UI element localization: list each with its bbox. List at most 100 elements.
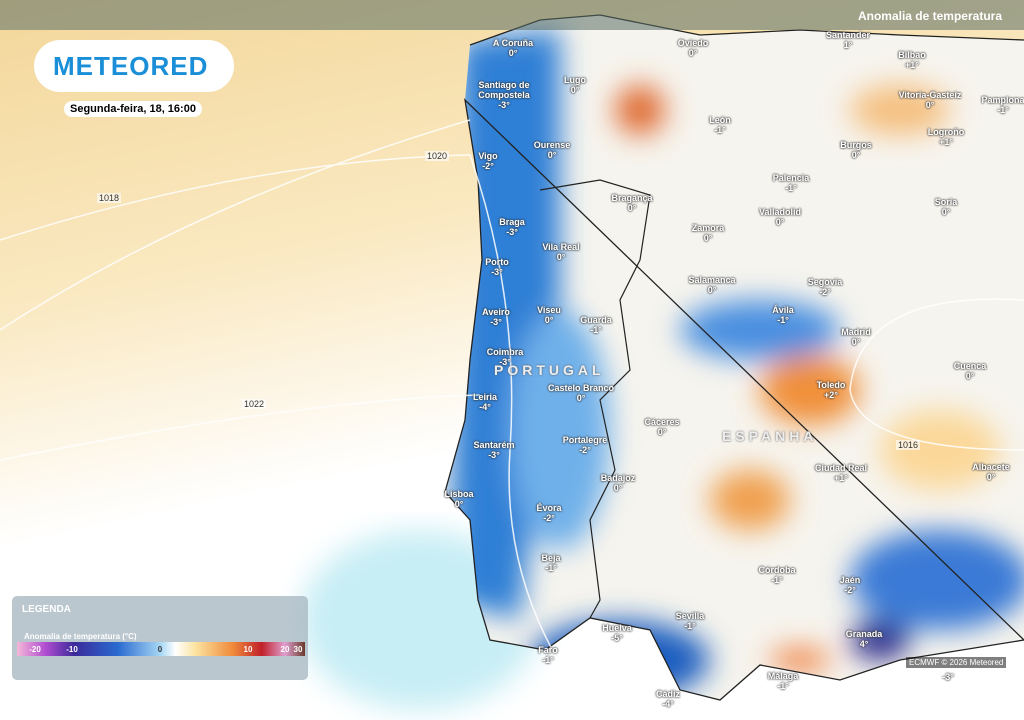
city-name[interactable]: Valladolid xyxy=(758,207,802,217)
city-value: 0° xyxy=(703,233,713,243)
city-name[interactable]: Albacete xyxy=(972,462,1010,472)
city-value: -1° xyxy=(777,315,789,325)
city-label: León -1° xyxy=(709,115,731,135)
city-value: +1° xyxy=(939,137,953,147)
city-name[interactable]: Ávila xyxy=(772,305,794,315)
city-name[interactable]: Aveiro xyxy=(482,307,510,317)
city-name[interactable]: Ourense xyxy=(533,140,571,150)
legend-tick: -20 xyxy=(29,645,41,654)
city-name[interactable]: Coimbra xyxy=(486,347,524,357)
city-name[interactable]: Cuenca xyxy=(953,361,987,371)
city-label: Salamanca 0° xyxy=(688,275,735,295)
isobars xyxy=(0,119,1024,720)
city-value: -1° xyxy=(785,183,797,193)
city-label: Porto -3° xyxy=(485,257,509,277)
city-name[interactable]: Guarda xyxy=(580,315,612,325)
city-name[interactable]: A Coruña xyxy=(492,38,534,48)
city-name[interactable]: Huelva xyxy=(602,623,632,633)
city-value: -1° xyxy=(542,655,554,665)
city-value: -1° xyxy=(997,105,1009,115)
city-name[interactable]: Palencia xyxy=(772,173,810,183)
city-name[interactable]: Jaén xyxy=(839,575,861,585)
city-label: Albacete 0° xyxy=(972,462,1010,482)
city-name[interactable]: Porto xyxy=(485,257,509,267)
city-name[interactable]: Vila Real xyxy=(542,242,580,252)
city-name[interactable]: Pamplona xyxy=(981,95,1024,105)
city-name[interactable]: Logroño xyxy=(927,127,965,137)
city-label: -3° xyxy=(942,672,954,682)
city-label: Málaga -1° xyxy=(768,671,799,691)
city-label: Sevilla -1° xyxy=(676,611,705,631)
city-name[interactable]: Burgos xyxy=(840,140,872,150)
city-name[interactable]: Badajoz xyxy=(600,473,636,483)
city-name[interactable]: Málaga xyxy=(767,671,799,681)
city-value: +1° xyxy=(834,473,848,483)
city-name[interactable]: Bilbao xyxy=(898,50,926,60)
city-value: 0° xyxy=(657,427,667,437)
city-name[interactable]: Madrid xyxy=(841,327,871,337)
city-name[interactable]: Cáceres xyxy=(644,417,680,427)
country-label: ESPANHA xyxy=(722,428,818,444)
border xyxy=(539,179,651,619)
city-name[interactable]: Lugo xyxy=(564,75,586,85)
city-value: -1° xyxy=(777,681,789,691)
city-name[interactable]: Salamanca xyxy=(688,275,736,285)
city-name[interactable]: Viseu xyxy=(537,305,561,315)
city-label: Ávila -1° xyxy=(772,305,794,325)
city-value: -1° xyxy=(714,125,726,135)
legend-tick: -10 xyxy=(66,645,78,654)
city-name[interactable]: Faro xyxy=(538,645,558,655)
city-name[interactable]: Zamora xyxy=(691,223,725,233)
city-label: Viseu 0° xyxy=(537,305,561,325)
city-name[interactable]: Soria xyxy=(934,197,958,207)
city-name[interactable]: Ciudad Real xyxy=(814,463,868,473)
city-name[interactable]: Cádiz xyxy=(655,689,681,699)
city-value: 0° xyxy=(547,150,557,160)
city-name[interactable]: Oviedo xyxy=(677,38,709,48)
city-name[interactable]: Leiria xyxy=(472,392,498,402)
city-value: 0° xyxy=(965,371,975,381)
city-name[interactable]: Vigo xyxy=(478,151,498,161)
city-label: Cádiz -4° xyxy=(656,689,680,709)
city-name[interactable]: Bragança xyxy=(611,193,653,203)
city-name[interactable]: Braga xyxy=(499,217,525,227)
city-name[interactable]: Córdoba xyxy=(758,565,796,575)
city-name[interactable]: León xyxy=(709,115,731,125)
city-value: -3° xyxy=(490,317,502,327)
city-label: Portalegre -2° xyxy=(563,435,608,455)
city-name[interactable]: Santarém xyxy=(473,440,515,450)
city-name[interactable]: Beja xyxy=(541,553,561,563)
logo[interactable]: METEORED xyxy=(53,51,209,81)
city-name[interactable]: Santiago de Compostela xyxy=(478,80,530,100)
city-label: Bilbao +1° xyxy=(898,50,926,70)
city-label: Granada 4° xyxy=(846,629,883,649)
city-name[interactable]: Toledo xyxy=(816,380,846,390)
city-name[interactable]: Vitoria-Gasteiz xyxy=(898,90,962,100)
city-name[interactable]: Castelo Branco xyxy=(547,383,615,393)
legend-tick: 0 xyxy=(157,645,163,654)
city-value: -2° xyxy=(482,161,494,171)
city-value: -1° xyxy=(545,563,557,573)
city-name[interactable]: Granada xyxy=(845,629,883,639)
credit: ECMWF © 2026 Meteored xyxy=(906,657,1007,668)
city-value: -1° xyxy=(684,621,696,631)
city-name[interactable]: Sevilla xyxy=(675,611,705,621)
legend-tick: 30 xyxy=(293,645,303,654)
city-name[interactable]: Santander xyxy=(825,30,871,40)
city-name[interactable]: Évora xyxy=(536,503,562,513)
city-name[interactable]: Segovia xyxy=(807,277,843,287)
city-value: 0° xyxy=(576,393,586,403)
city-name[interactable]: Portalegre xyxy=(562,435,608,445)
city-label: Coimbra -3° xyxy=(487,347,524,367)
city-value: -1° xyxy=(590,325,602,335)
city-label: Guarda -1° xyxy=(580,315,612,335)
legend-subtitle: Anomalia de temperatura (°C) xyxy=(24,632,137,641)
city-value: 0° xyxy=(544,315,554,325)
legend-tick: 10 xyxy=(243,645,253,654)
city-name[interactable]: Lisboa xyxy=(444,489,474,499)
city-value: -3° xyxy=(491,267,503,277)
city-label: Vila Real 0° xyxy=(542,242,579,262)
